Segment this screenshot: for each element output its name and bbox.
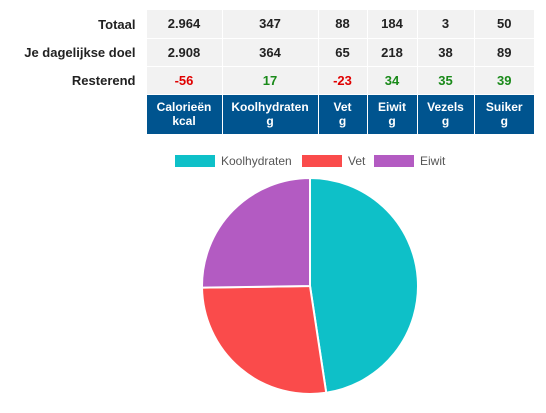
cell-calories: 2.964 xyxy=(145,10,222,39)
column-header-sugar: Suiker g xyxy=(473,94,534,134)
pie-slice-koolhydraten[interactable] xyxy=(309,176,419,394)
legend-item-protein[interactable]: Eiwit xyxy=(374,154,445,168)
pie-slice-eiwit[interactable] xyxy=(201,176,311,289)
cell-calories: -56 xyxy=(145,66,222,95)
cell-carbs: 17 xyxy=(221,66,318,95)
column-header-name: Eiwit xyxy=(377,100,406,115)
chart-legend: Koolhydraten Vet Eiwit xyxy=(0,154,546,170)
row-totaal: Totaal 2.964 347 88 184 3 50 xyxy=(0,10,534,39)
pie-slice-vet[interactable] xyxy=(200,284,328,395)
cell-fiber: 38 xyxy=(416,38,474,67)
column-header-name: Vet xyxy=(333,100,352,115)
legend-swatch-protein xyxy=(374,155,414,167)
row-remaining: Resterend -56 17 -23 34 35 39 xyxy=(0,66,534,95)
legend-label-carbs: Koolhydraten xyxy=(221,154,292,168)
legend-swatch-fat xyxy=(302,155,342,167)
column-header-protein: Eiwit g xyxy=(366,94,417,134)
pie-slices xyxy=(200,176,419,395)
column-header-unit: g xyxy=(266,114,274,129)
column-header-name: Calorieën xyxy=(156,100,212,115)
cell-fiber: 35 xyxy=(416,66,474,95)
cell-carbs: 347 xyxy=(221,10,318,39)
column-header-calories: Calorieën kcal xyxy=(145,94,222,134)
cell-protein: 218 xyxy=(366,38,417,67)
column-header-fiber: Vezels g xyxy=(416,94,474,134)
row-label: Resterend xyxy=(0,66,146,94)
legend-swatch-carbs xyxy=(175,155,215,167)
column-header-carbs: Koolhydraten g xyxy=(221,94,318,134)
column-header-unit: g xyxy=(338,114,347,129)
cell-protein: 34 xyxy=(366,66,417,95)
legend-label-protein: Eiwit xyxy=(420,154,446,168)
column-header-name: Vezels xyxy=(427,100,464,115)
cell-fat: 88 xyxy=(317,10,367,39)
row-label: Je dagelijkse doel xyxy=(0,38,146,66)
column-header-fat: Vet g xyxy=(317,94,367,134)
cell-protein: 184 xyxy=(366,10,417,39)
legend-item-fat[interactable]: Vet xyxy=(302,154,365,168)
column-header-row: Calorieën kcal Koolhydraten g Vet g Eiwit g … xyxy=(0,94,534,134)
cell-sugar: 39 xyxy=(473,66,534,95)
cell-fat: 65 xyxy=(317,38,367,67)
row-daily-goal: Je dagelijkse doel 2.908 364 65 218 38 8… xyxy=(0,38,534,67)
legend-label-fat: Vet xyxy=(348,154,366,168)
cell-fat: -23 xyxy=(317,66,367,95)
legend-item-carbs[interactable]: Koolhydraten xyxy=(175,154,292,168)
cell-sugar: 89 xyxy=(473,38,534,67)
column-header-unit: kcal xyxy=(172,114,196,129)
column-header-unit: g xyxy=(500,114,508,129)
cell-carbs: 364 xyxy=(221,38,318,67)
cell-calories: 2.908 xyxy=(145,38,222,67)
column-header-name: Suiker xyxy=(485,100,523,115)
column-header-unit: g xyxy=(441,114,450,129)
row-label: Totaal xyxy=(0,10,146,38)
column-header-name: Koolhydraten xyxy=(231,100,309,115)
column-header-unit: g xyxy=(388,114,396,129)
cell-fiber: 3 xyxy=(416,10,474,39)
empty-corner xyxy=(0,94,146,134)
nutrition-summary-table: Totaal 2.964 347 88 184 3 50 Je dagelijk… xyxy=(0,10,534,134)
cell-sugar: 50 xyxy=(473,10,534,39)
